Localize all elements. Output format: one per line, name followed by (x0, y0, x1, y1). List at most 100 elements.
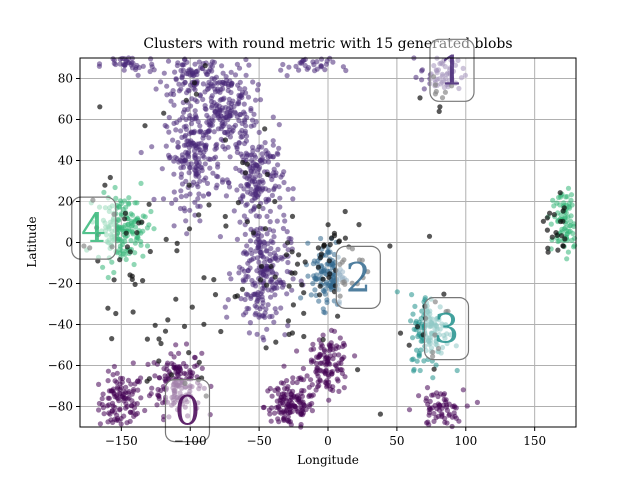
scatter-point (285, 402, 291, 408)
scatter-point (253, 213, 259, 219)
scatter-point (117, 406, 123, 412)
scatter-point (253, 119, 259, 125)
scatter-point (180, 161, 186, 167)
scatter-point (110, 372, 116, 378)
scatter-point (250, 255, 257, 262)
y-tick-label: 60 (58, 113, 73, 127)
scatter-point (227, 154, 233, 160)
scatter-point (254, 299, 260, 305)
cluster-labels: 0 1 2 3 4 (71, 38, 475, 443)
scatter-point (288, 394, 294, 400)
scatter-point (148, 56, 154, 62)
scatter-point (419, 308, 425, 314)
scatter-point (327, 242, 333, 248)
scatter-point (436, 402, 442, 408)
scatter-point (160, 400, 166, 406)
scatter-point (192, 354, 198, 360)
scatter-point (270, 138, 276, 144)
scatter-point (267, 219, 273, 225)
scatter-point (233, 165, 239, 171)
scatter-point (271, 234, 277, 240)
scatter-point (194, 181, 200, 187)
scatter-point (563, 225, 569, 231)
scatter-point (217, 234, 223, 240)
scatter-point (169, 372, 175, 378)
scatter-point (113, 310, 119, 317)
scatter-point (340, 343, 346, 350)
scatter-point (200, 132, 207, 138)
scatter-point (101, 411, 107, 417)
scatter-point (228, 276, 234, 282)
scatter-point (235, 82, 241, 88)
scatter-point (408, 318, 414, 324)
scatter-point (164, 83, 170, 89)
scatter-point (214, 173, 220, 179)
scatter-point (201, 275, 207, 281)
scatter-point (257, 270, 263, 276)
scatter-point (564, 256, 570, 262)
scatter-point (309, 400, 315, 407)
scatter-point (99, 402, 105, 408)
scatter-point (235, 200, 241, 206)
scatter-point (202, 161, 208, 167)
scatter-point (565, 214, 571, 220)
scatter-point (414, 347, 420, 353)
scatter-point (226, 184, 233, 190)
scatter-point (171, 354, 177, 360)
scatter-point (181, 62, 187, 68)
scatter-point (186, 350, 192, 356)
y-tick-label: −80 (48, 400, 73, 414)
scatter-point (314, 59, 320, 65)
scatter-point (147, 248, 153, 255)
scatter-point (243, 123, 249, 129)
scatter-point (115, 236, 121, 242)
scatter-point (195, 196, 201, 202)
scatter-point (557, 190, 563, 196)
scatter-point (265, 302, 271, 308)
scatter-point (296, 252, 302, 258)
scatter-point (144, 225, 150, 231)
scatter-point (156, 393, 162, 399)
scatter-point (186, 182, 192, 188)
scatter-point (296, 67, 302, 73)
scatter-point (453, 405, 459, 411)
scatter-point (236, 65, 243, 71)
scatter-point (208, 99, 215, 105)
scatter-point (312, 287, 318, 293)
scatter-point (328, 340, 334, 346)
scatter-point (132, 224, 139, 230)
scatter-point (101, 189, 107, 195)
scatter-point (225, 297, 231, 303)
scatter-point (244, 161, 250, 167)
scatter-point (140, 63, 146, 69)
scatter-point (222, 304, 228, 310)
scatter-point (192, 108, 198, 114)
scatter-point (330, 347, 336, 353)
scatter-point (206, 85, 212, 91)
scatter-point (417, 367, 423, 374)
scatter-point (268, 263, 274, 270)
cluster-label-box (423, 297, 470, 361)
chart-title: Clusters with round metric with 15 gener… (143, 36, 512, 52)
scatter-point (134, 234, 140, 240)
scatter-point (115, 216, 121, 222)
scatter-point (284, 73, 290, 79)
scatter-point (294, 348, 300, 354)
scatter-point (290, 186, 296, 192)
scatter-point (271, 319, 277, 325)
scatter-point (263, 147, 269, 154)
scatter-point (181, 370, 187, 376)
scatter-point (294, 379, 300, 386)
scatter-point (442, 419, 448, 425)
scatter-point (133, 66, 139, 73)
scatter-point (290, 196, 296, 202)
scatter-point (272, 274, 278, 280)
scatter-point (242, 174, 248, 180)
scatter-point (151, 360, 157, 366)
cluster-label-text: 2 (346, 255, 371, 301)
scatter-point (96, 407, 102, 413)
scatter-point (451, 410, 457, 416)
scatter-point (305, 240, 311, 246)
scatter-point (394, 289, 400, 295)
scatter-point (568, 192, 575, 198)
